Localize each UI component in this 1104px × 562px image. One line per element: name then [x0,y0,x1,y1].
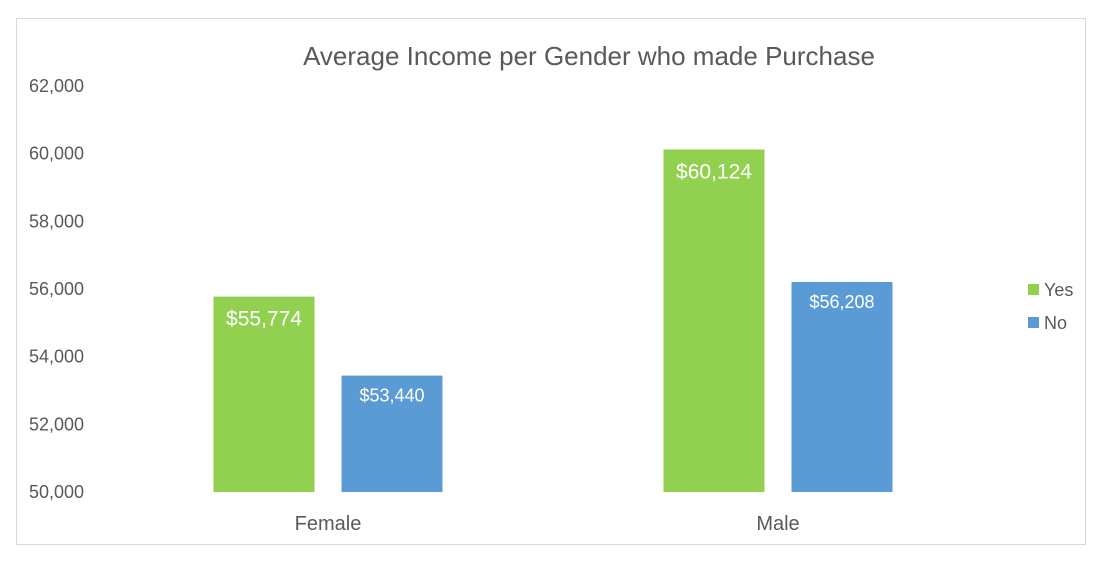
y-tick-label: 60,000 [29,144,84,164]
bar-yes-male [663,149,765,493]
chart-frame [16,18,1086,545]
legend-label: Yes [1044,280,1073,300]
bar-no-male [791,281,893,492]
y-tick-label: 58,000 [29,211,84,231]
y-tick-label: 52,000 [29,414,84,434]
bar-yes-female [213,296,315,492]
bars: $55,774 $53,440 $60,124 $56,208 [213,149,893,493]
y-axis: 50,000 52,000 54,000 56,000 58,000 60,000 62,0… [29,76,84,502]
data-label: $56,208 [809,292,874,312]
legend-swatch [1028,284,1039,295]
chart-title: Average Income per Gender who made Purch… [303,41,875,71]
legend-swatch [1028,317,1039,328]
y-tick-label: 50,000 [29,482,84,502]
y-tick-label: 54,000 [29,347,84,367]
x-category-label: Male [756,513,799,535]
data-label: $55,774 [226,308,302,331]
x-axis: Female Male [295,513,800,535]
data-label: $53,440 [359,386,424,406]
y-tick-label: 56,000 [29,279,84,299]
bar-no-female [341,375,443,492]
legend: Yes No [1028,280,1073,333]
y-tick-label: 62,000 [29,76,84,96]
data-label: $60,124 [676,160,752,183]
x-category-label: Female [295,513,362,535]
legend-label: No [1044,313,1067,333]
